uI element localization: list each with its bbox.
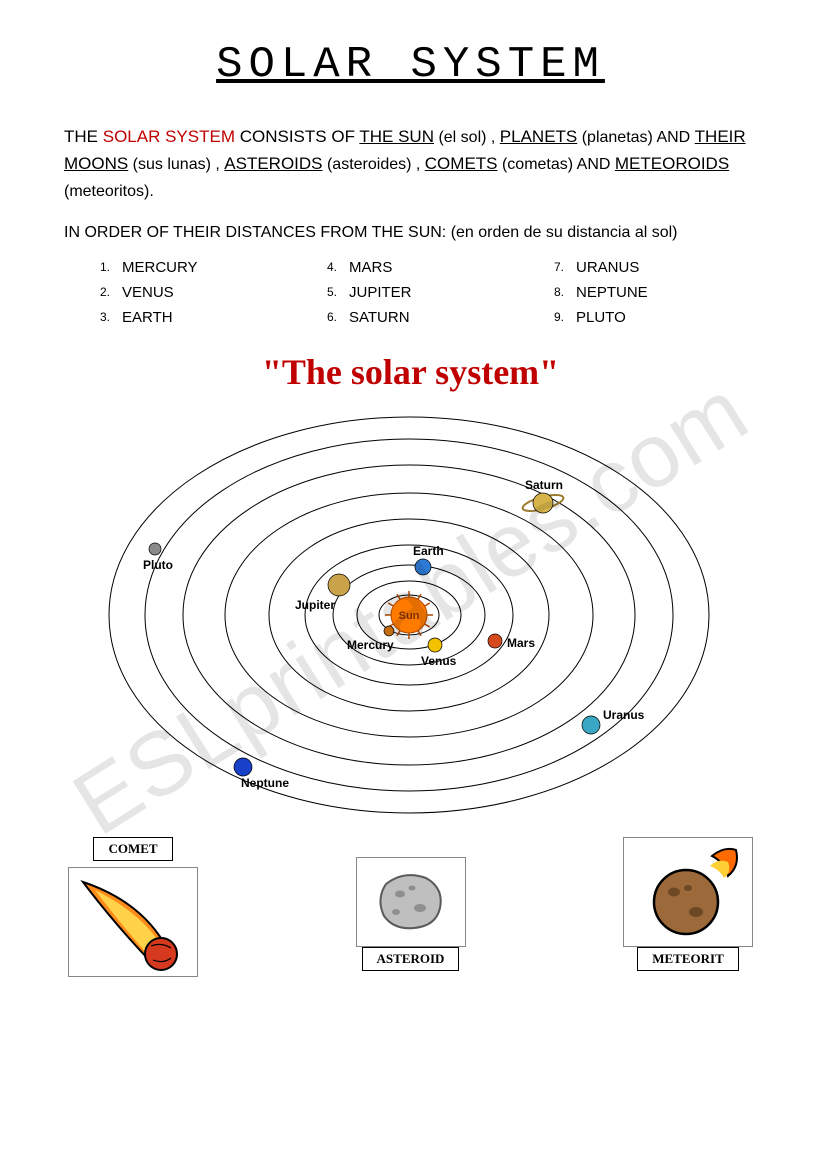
- planet-name: URANUS: [576, 256, 639, 281]
- intro-text: THE: [64, 127, 103, 146]
- planet-name: EARTH: [122, 306, 173, 331]
- bottom-illustrations: COMET ASTEROID: [68, 837, 753, 977]
- planet-item: 4.MARS: [327, 256, 514, 281]
- asteroid-label: ASTEROID: [362, 947, 460, 971]
- page-title: SOLAR SYSTEM: [60, 40, 761, 90]
- planet-item: 3.EARTH: [100, 306, 287, 331]
- planet-number: 3.: [100, 306, 122, 331]
- svg-text:Neptune: Neptune: [241, 776, 289, 790]
- planet-list: 1.MERCURY2.VENUS3.EARTH 4.MARS5.JUPITER6…: [100, 256, 741, 330]
- diagram-title: "The solar system": [60, 351, 761, 393]
- svg-text:Pluto: Pluto: [143, 558, 173, 572]
- planet-item: 9.PLUTO: [554, 306, 741, 331]
- planet-name: MERCURY: [122, 256, 198, 281]
- asteroid-icon: [366, 864, 456, 939]
- planet-name: SATURN: [349, 306, 410, 331]
- planet-item: 1.MERCURY: [100, 256, 287, 281]
- svg-text:Mars: Mars: [507, 636, 535, 650]
- planet-name: JUPITER: [349, 281, 412, 306]
- planet-name: MARS: [349, 256, 392, 281]
- intro-meteoroids-paren: (meteoritos).: [64, 183, 154, 200]
- intro-text: CONSISTS OF: [235, 127, 359, 146]
- planet-number: 8.: [554, 281, 576, 306]
- comet-icon: [73, 872, 193, 972]
- planet-number: 6.: [327, 306, 349, 331]
- svg-text:Sun: Sun: [398, 610, 419, 622]
- planet-col-3: 7.URANUS8.NEPTUNE9.PLUTO: [554, 256, 741, 330]
- intro-moons-paren: (sus lunas) ,: [128, 156, 224, 173]
- intro-solar-system: SOLAR SYSTEM: [103, 127, 235, 146]
- planet-item: 5.JUPITER: [327, 281, 514, 306]
- intro-sun-paren: (el sol) ,: [434, 129, 500, 146]
- asteroid-cell: ASTEROID: [356, 857, 466, 977]
- planet-item: 2.VENUS: [100, 281, 287, 306]
- planet-number: 5.: [327, 281, 349, 306]
- planet-number: 7.: [554, 256, 576, 281]
- svg-text:Saturn: Saturn: [525, 478, 563, 492]
- comet-cell: COMET: [68, 837, 198, 977]
- distance-subhead: IN ORDER OF THEIR DISTANCES FROM THE SUN…: [64, 224, 757, 242]
- planet-item: 6.SATURN: [327, 306, 514, 331]
- intro-meteoroids: METEOROIDS: [615, 154, 729, 173]
- planet-number: 2.: [100, 281, 122, 306]
- svg-text:Uranus: Uranus: [603, 708, 645, 722]
- intro-paragraph: THE SOLAR SYSTEM CONSISTS OF THE SUN (el…: [64, 124, 757, 204]
- comet-label: COMET: [93, 837, 172, 861]
- intro-asteroids: ASTEROIDS: [224, 154, 322, 173]
- svg-text:Earth: Earth: [413, 544, 444, 558]
- planet-name: VENUS: [122, 281, 174, 306]
- intro-planets-paren: (planetas) AND: [577, 129, 694, 146]
- planet-number: 1.: [100, 256, 122, 281]
- meteorit-cell: METEORIT: [623, 837, 753, 977]
- meteorit-label: METEORIT: [637, 947, 739, 971]
- planet-number: 4.: [327, 256, 349, 281]
- svg-text:Venus: Venus: [421, 654, 457, 668]
- orbit-diagram-svg: Sun Mercury Venus Earth Mars Jupiter Saturn Ura…: [91, 399, 731, 819]
- planet-item: 8.NEPTUNE: [554, 281, 741, 306]
- meteorit-icon: [628, 842, 748, 942]
- intro-sun: THE SUN: [359, 127, 434, 146]
- svg-text:Mercury: Mercury: [347, 638, 394, 652]
- planet-item: 7.URANUS: [554, 256, 741, 281]
- asteroid-frame: [356, 857, 466, 947]
- planet-col-2: 4.MARS5.JUPITER6.SATURN: [327, 256, 514, 330]
- comet-frame: [68, 867, 198, 977]
- planet-name: PLUTO: [576, 306, 626, 331]
- solar-system-diagram: Sun Mercury Venus Earth Mars Jupiter Saturn Ura…: [91, 399, 731, 819]
- svg-text:Jupiter: Jupiter: [295, 598, 335, 612]
- planet-col-1: 1.MERCURY2.VENUS3.EARTH: [100, 256, 287, 330]
- intro-asteroids-paren: (asteroides) ,: [323, 156, 425, 173]
- meteorit-frame: [623, 837, 753, 947]
- intro-planets: PLANETS: [500, 127, 577, 146]
- intro-comets: COMETS: [425, 154, 498, 173]
- intro-comets-paren: (cometas) AND: [498, 156, 615, 173]
- planet-number: 9.: [554, 306, 576, 331]
- planet-name: NEPTUNE: [576, 281, 648, 306]
